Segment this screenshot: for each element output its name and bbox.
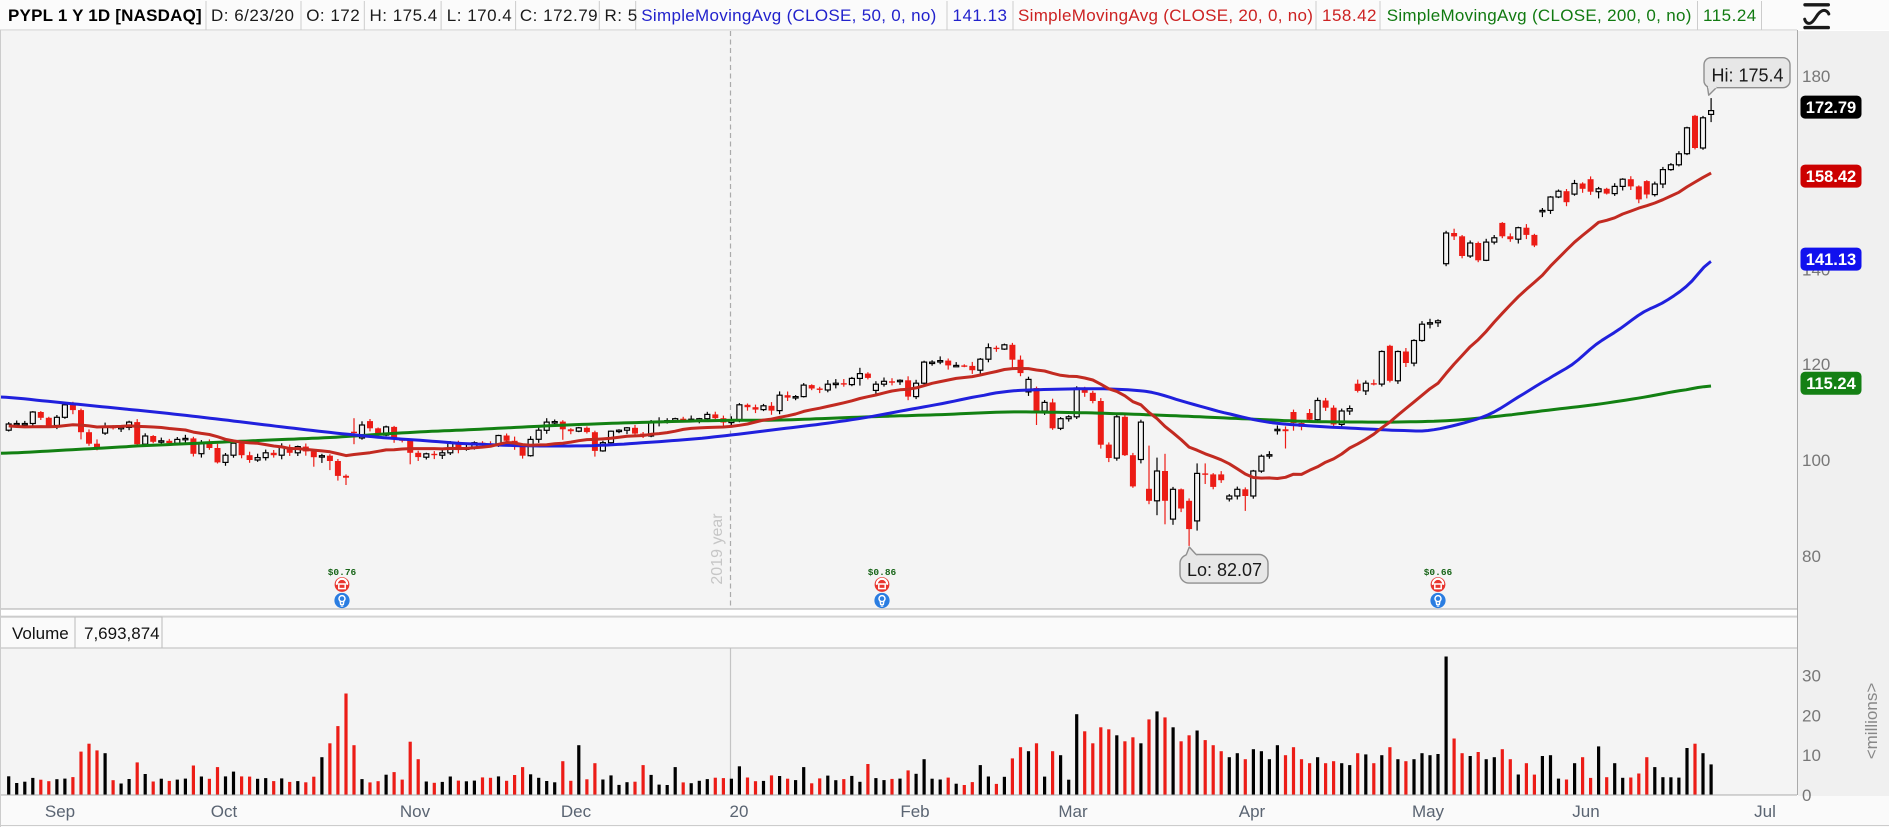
svg-text:180: 180	[1802, 67, 1830, 86]
svg-text:H: 175.4: H: 175.4	[370, 6, 438, 25]
svg-text:30: 30	[1802, 667, 1821, 686]
svg-text:Nov: Nov	[400, 802, 431, 821]
svg-text:20: 20	[1802, 706, 1821, 725]
svg-text:Mar: Mar	[1058, 802, 1088, 821]
svg-text:<millions>: <millions>	[1862, 683, 1881, 760]
svg-text:0: 0	[1802, 786, 1811, 805]
svg-text:$0.86: $0.86	[868, 567, 897, 578]
svg-text:Dec: Dec	[561, 802, 592, 821]
svg-text:$0.76: $0.76	[328, 567, 357, 578]
svg-text:Lo: 82.07: Lo: 82.07	[1187, 560, 1262, 580]
svg-text:172.79: 172.79	[1806, 99, 1856, 117]
svg-text:SimpleMovingAvg (CLOSE, 20, 0,: SimpleMovingAvg (CLOSE, 20, 0, no)	[1018, 6, 1313, 25]
svg-text:O: 172: O: 172	[306, 6, 360, 25]
svg-text:$0.66: $0.66	[1424, 567, 1453, 578]
svg-text:L: 170.4: L: 170.4	[447, 6, 512, 25]
svg-text:C: 172.79: C: 172.79	[520, 6, 598, 25]
svg-text:7,693,874: 7,693,874	[84, 624, 160, 643]
svg-text:SimpleMovingAvg (CLOSE, 50, 0,: SimpleMovingAvg (CLOSE, 50, 0, no)	[641, 6, 936, 25]
svg-text:141.13: 141.13	[953, 6, 1008, 25]
svg-text:141.13: 141.13	[1806, 251, 1856, 269]
svg-text:Volume: Volume	[12, 624, 69, 643]
svg-text:100: 100	[1802, 451, 1830, 470]
svg-text:Apr: Apr	[1239, 802, 1266, 821]
svg-text:120: 120	[1802, 355, 1830, 374]
svg-text:Oct: Oct	[211, 802, 238, 821]
svg-text:115.24: 115.24	[1703, 6, 1757, 25]
svg-text:R: 5: R: 5	[605, 6, 638, 25]
svg-text:Hi: 175.4: Hi: 175.4	[1711, 66, 1783, 86]
svg-text:May: May	[1412, 802, 1445, 821]
svg-text:2019 year: 2019 year	[709, 513, 726, 585]
svg-text:115.24: 115.24	[1806, 375, 1856, 393]
svg-text:20: 20	[730, 802, 749, 821]
svg-text:158.42: 158.42	[1806, 168, 1856, 186]
svg-text:Sep: Sep	[45, 802, 75, 821]
svg-text:Jul: Jul	[1754, 802, 1776, 821]
svg-text:D: 6/23/20: D: 6/23/20	[211, 6, 294, 25]
svg-text:Jun: Jun	[1572, 802, 1599, 821]
svg-text:PYPL 1 Y 1D [NASDAQ]: PYPL 1 Y 1D [NASDAQ]	[8, 6, 202, 25]
svg-text:158.42: 158.42	[1322, 6, 1377, 25]
svg-text:10: 10	[1802, 746, 1821, 765]
svg-text:80: 80	[1802, 547, 1821, 566]
svg-text:Feb: Feb	[900, 802, 929, 821]
svg-text:SimpleMovingAvg (CLOSE, 200, 0: SimpleMovingAvg (CLOSE, 200, 0, no)	[1387, 6, 1692, 25]
